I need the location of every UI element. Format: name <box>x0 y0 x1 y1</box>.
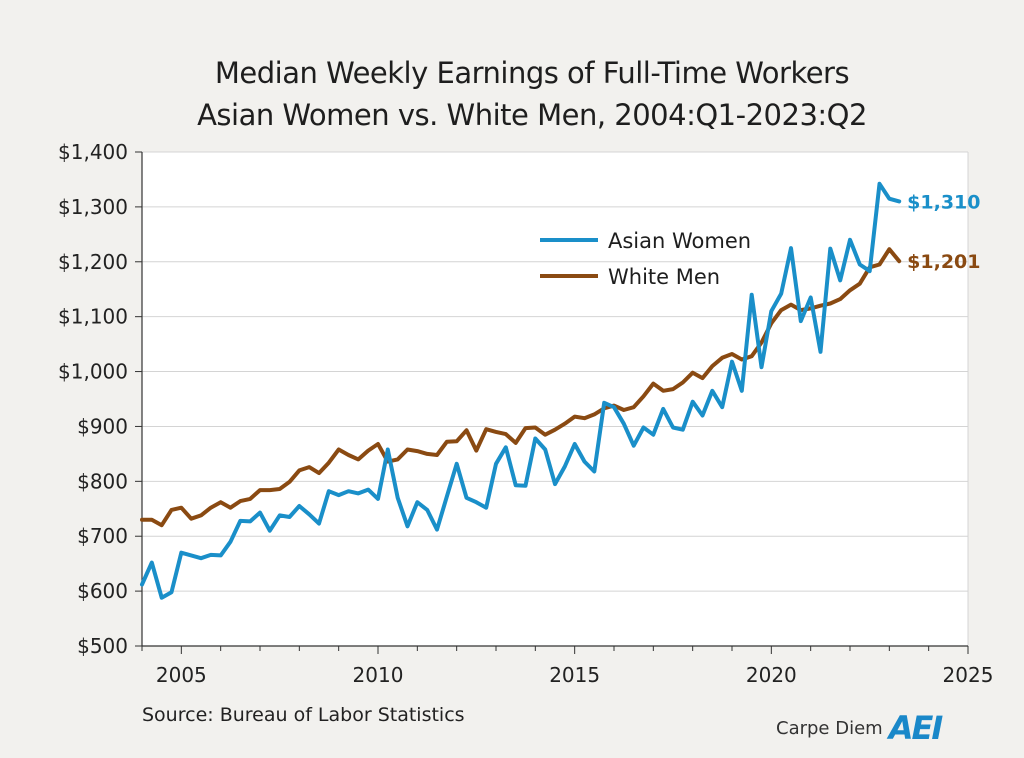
x-tick-label: 2015 <box>549 663 600 687</box>
plot-area <box>142 152 968 646</box>
x-tick-label: 2005 <box>156 663 207 687</box>
y-tick-label: $1,200 <box>58 250 128 274</box>
legend-label: Asian Women <box>608 229 751 253</box>
chart-title-line2: Asian Women vs. White Men, 2004:Q1-2023:… <box>197 98 867 132</box>
end-value-label: $1,310 <box>907 191 980 213</box>
series-lines <box>140 181 902 600</box>
y-tick-label: $1,400 <box>58 140 128 164</box>
source-note: Source: Bureau of Labor Statistics <box>142 704 465 726</box>
y-tick-label: $1,300 <box>58 195 128 219</box>
y-tick-label: $700 <box>77 524 128 548</box>
chart-title-line1: Median Weekly Earnings of Full-Time Work… <box>214 56 850 90</box>
end-labels: $1,310 $1,201 <box>907 191 980 273</box>
y-axis: $500 $600 $700 $800 $900 $1,000 $1,100 $1,200 $1… <box>58 140 143 658</box>
y-tick-label: $1,100 <box>58 305 128 329</box>
x-tick-label: 2010 <box>353 663 404 687</box>
x-tick-label: 2020 <box>746 663 797 687</box>
y-tick-label: $800 <box>77 469 128 493</box>
legend: Asian Women White Men <box>540 229 751 289</box>
legend-label: White Men <box>608 265 720 289</box>
aei-logo: Carpe Diem AEI <box>776 708 944 748</box>
x-axis: 2005 2010 2015 2020 2025 <box>141 645 994 687</box>
y-tick-label: $600 <box>77 579 128 603</box>
y-tick-label: $1,000 <box>58 360 128 384</box>
end-value-label: $1,201 <box>907 251 980 273</box>
y-tick-label: $500 <box>77 634 128 658</box>
series-line-white-men <box>140 247 902 528</box>
aei-logo-mark: AEI <box>888 709 944 747</box>
logo-text: Carpe Diem <box>776 717 883 739</box>
series-line-asian-women <box>140 181 902 600</box>
x-tick-label: 2025 <box>943 663 994 687</box>
chart-title: Median Weekly Earnings of Full-Time Work… <box>0 52 1024 136</box>
y-tick-label: $900 <box>77 414 128 438</box>
